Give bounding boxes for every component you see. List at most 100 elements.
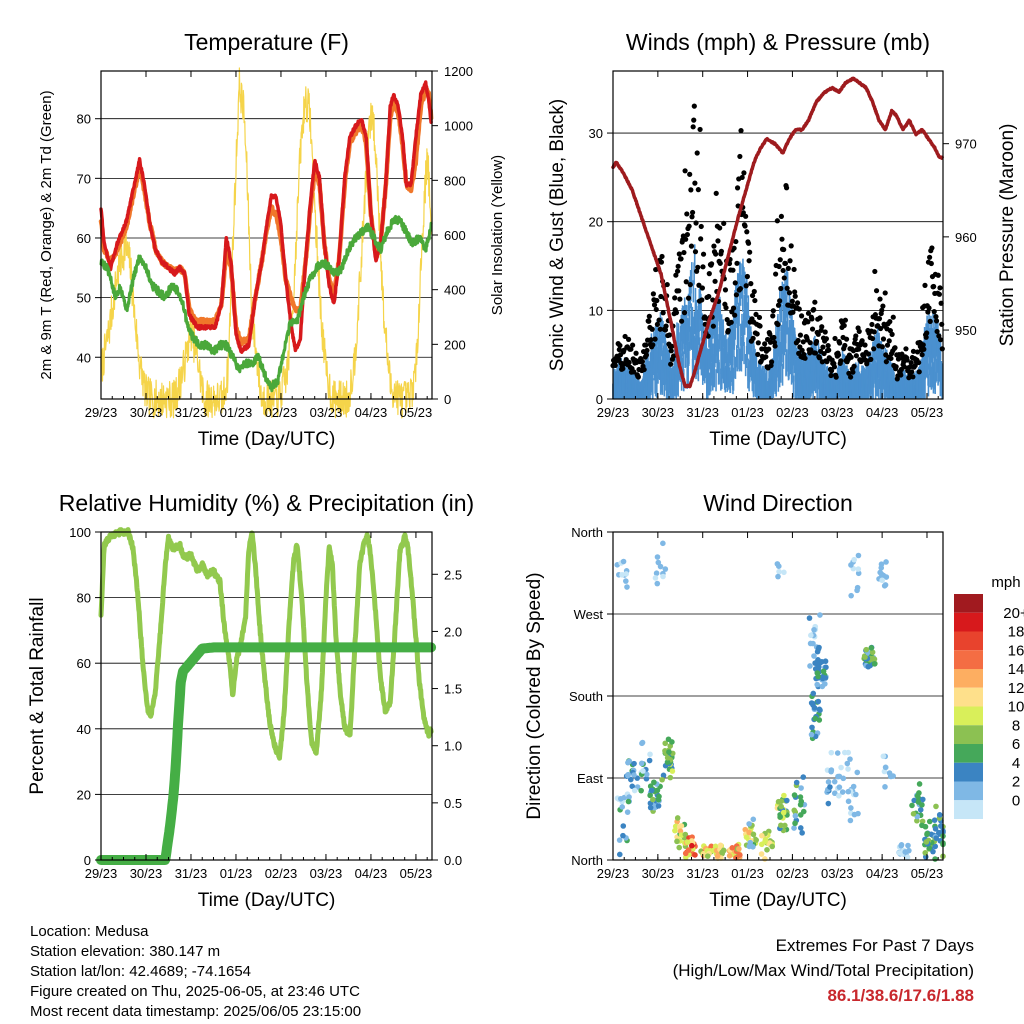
gust-point xyxy=(777,298,783,304)
gust-point xyxy=(841,322,847,329)
gust-point xyxy=(617,342,623,349)
gust-point xyxy=(753,311,759,318)
humidity-frame xyxy=(100,531,433,861)
gust-point xyxy=(690,124,696,130)
gust-point xyxy=(693,220,699,226)
direction-point xyxy=(847,817,854,824)
direction-point xyxy=(669,768,676,774)
gust-point xyxy=(880,303,886,309)
gust-point xyxy=(639,358,646,365)
direction-point xyxy=(882,764,889,771)
gust-point xyxy=(685,295,692,301)
gust-point xyxy=(877,325,884,332)
x-tick-label: 05/23 xyxy=(911,866,944,881)
gust-point xyxy=(750,335,756,341)
direction-point xyxy=(841,749,848,756)
direction-point xyxy=(819,683,826,690)
gust-point xyxy=(871,329,877,335)
gust-point xyxy=(800,339,806,345)
x-tick-label: 02/23 xyxy=(265,866,298,881)
direction-point xyxy=(625,798,632,805)
direction-point xyxy=(848,562,854,568)
gust-point xyxy=(656,317,662,323)
gust-point xyxy=(672,295,678,301)
gust-point xyxy=(654,297,660,304)
direction-point xyxy=(627,776,634,783)
direction-point xyxy=(807,640,814,647)
direction-point xyxy=(839,789,846,795)
direction-point xyxy=(919,796,926,803)
gust-point xyxy=(648,337,654,343)
gust-point xyxy=(683,279,689,285)
gust-point xyxy=(821,350,827,357)
direction-point xyxy=(626,794,632,800)
gust-point xyxy=(681,310,688,316)
direction-point xyxy=(845,766,851,772)
elevation-label: Station elevation: 380.147 m xyxy=(30,943,221,960)
gust-point xyxy=(687,171,693,177)
gust-point xyxy=(653,306,659,313)
x-tick-label: 01/23 xyxy=(731,405,764,420)
direction-point xyxy=(916,790,922,796)
gust-point xyxy=(823,336,829,342)
direction-point xyxy=(781,792,787,799)
gust-point xyxy=(789,298,795,304)
gust-point xyxy=(811,306,817,313)
gust-point xyxy=(778,213,784,220)
direction-point xyxy=(719,849,725,856)
gust-point xyxy=(669,343,675,349)
direction-point xyxy=(655,559,662,566)
direction-point xyxy=(688,842,695,849)
gust-point xyxy=(848,354,854,360)
y2-tick-label: 0.5 xyxy=(444,796,462,811)
gust-point xyxy=(651,302,658,308)
direction-point xyxy=(692,852,698,858)
y2-tick-label: 1200 xyxy=(444,64,473,79)
gust-point xyxy=(868,356,874,362)
gust-point xyxy=(689,209,696,216)
gust-point xyxy=(925,309,931,315)
gust-point xyxy=(746,258,752,264)
direction-point xyxy=(729,845,736,851)
direction-point xyxy=(909,802,915,809)
direction-point xyxy=(855,552,862,559)
y-tick-label: 20 xyxy=(77,787,91,802)
gust-point xyxy=(781,246,787,253)
direction-point xyxy=(930,848,936,855)
direction-point xyxy=(815,698,822,705)
gust-point xyxy=(767,339,774,345)
direction-point xyxy=(620,823,627,829)
gust-point xyxy=(646,318,652,324)
gust-point xyxy=(906,375,912,381)
gust-point xyxy=(666,332,673,338)
y2-tick-label: 2.5 xyxy=(444,567,462,582)
gust-point xyxy=(895,356,902,362)
direction-point xyxy=(639,739,646,746)
direction-point xyxy=(758,832,765,839)
x-tick-label: 03/23 xyxy=(310,866,343,881)
direction-point xyxy=(797,825,804,831)
gust-point xyxy=(709,261,715,267)
gust-point xyxy=(743,283,749,289)
direction-point xyxy=(651,779,657,786)
gust-point xyxy=(826,347,832,353)
y2-tick-label: 970 xyxy=(955,137,977,152)
legend-swatch xyxy=(954,744,983,763)
legend-swatch xyxy=(954,650,983,669)
x-tick-label: 05/23 xyxy=(400,405,433,420)
gust-point xyxy=(888,355,894,362)
direction-point xyxy=(624,584,630,590)
x-tick-label: 02/23 xyxy=(265,405,298,420)
direction-point xyxy=(811,705,818,711)
direction-point xyxy=(666,749,672,755)
x-tick-label: 02/23 xyxy=(776,405,809,420)
x-tick-label: 29/23 xyxy=(85,405,118,420)
direction-point xyxy=(750,831,757,838)
gust-point xyxy=(871,346,877,352)
gust-point xyxy=(808,347,814,353)
winds-marks xyxy=(610,76,945,399)
y2-tick-label: 0 xyxy=(444,392,451,407)
gust-point xyxy=(876,316,883,322)
direction-point xyxy=(746,843,753,850)
